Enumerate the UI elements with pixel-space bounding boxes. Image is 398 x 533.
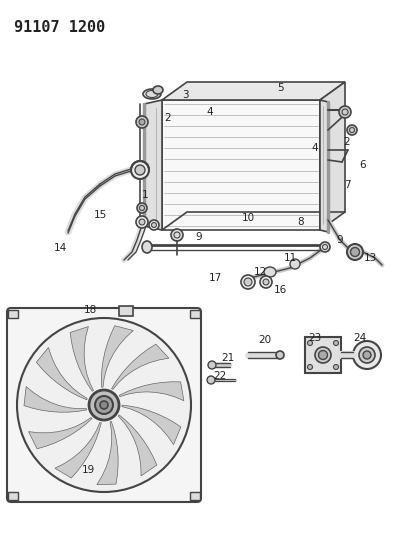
Polygon shape [97,422,118,484]
Ellipse shape [315,347,331,363]
Bar [8,492,18,500]
Text: 13: 13 [363,253,377,263]
Polygon shape [70,327,94,391]
Polygon shape [111,344,169,389]
Text: 9: 9 [196,232,202,242]
Ellipse shape [363,351,371,359]
Ellipse shape [137,203,147,213]
Polygon shape [144,100,162,230]
Ellipse shape [171,229,183,241]
Ellipse shape [347,125,357,135]
Polygon shape [55,423,101,478]
Ellipse shape [153,86,163,94]
Text: 11: 11 [283,253,297,263]
Ellipse shape [135,165,145,175]
Polygon shape [162,100,320,230]
Ellipse shape [143,89,161,99]
Polygon shape [101,326,133,387]
Text: 7: 7 [344,180,350,190]
Ellipse shape [353,341,381,369]
Bar [190,492,200,500]
Bar [190,310,200,318]
Text: 19: 19 [81,465,95,475]
Text: 4: 4 [207,107,213,117]
Polygon shape [320,82,345,230]
Text: 4: 4 [312,143,318,153]
Ellipse shape [152,222,156,228]
Ellipse shape [100,401,108,409]
Polygon shape [162,82,345,100]
Ellipse shape [263,279,269,285]
Text: 2: 2 [165,113,171,123]
Text: 22: 22 [213,371,226,381]
Ellipse shape [276,351,284,359]
Bar [119,306,133,316]
Ellipse shape [334,341,339,345]
Ellipse shape [142,241,152,253]
Ellipse shape [139,219,145,225]
Text: 6: 6 [360,160,366,170]
Ellipse shape [334,365,339,369]
Ellipse shape [264,267,276,277]
Polygon shape [29,417,92,449]
Ellipse shape [241,275,255,289]
Text: 10: 10 [242,213,255,223]
Polygon shape [24,386,87,412]
Text: 2: 2 [344,137,350,147]
Text: 5: 5 [277,83,283,93]
Ellipse shape [149,220,159,230]
Bar [305,337,341,373]
Polygon shape [118,415,157,476]
Ellipse shape [347,244,363,260]
Polygon shape [122,405,181,445]
Text: 14: 14 [53,243,66,253]
Ellipse shape [318,351,328,359]
Ellipse shape [207,376,215,384]
Text: 24: 24 [353,333,367,343]
Ellipse shape [308,365,312,369]
Ellipse shape [308,341,312,345]
Bar [8,310,18,318]
Ellipse shape [17,318,191,492]
Ellipse shape [136,116,148,128]
Polygon shape [119,382,184,401]
Text: 21: 21 [221,353,235,363]
Text: 20: 20 [258,335,271,345]
Ellipse shape [320,242,330,252]
Text: 1: 1 [142,190,148,200]
Text: 3: 3 [182,90,188,100]
Ellipse shape [139,119,145,125]
Text: 8: 8 [298,217,304,227]
Text: 12: 12 [254,267,267,277]
Text: 18: 18 [83,305,97,315]
Ellipse shape [339,106,351,118]
Text: 9: 9 [337,235,343,245]
Ellipse shape [95,396,113,414]
Polygon shape [36,348,87,400]
Text: 23: 23 [308,333,322,343]
Ellipse shape [136,216,148,228]
Ellipse shape [351,247,359,256]
Text: 91107 1200: 91107 1200 [14,20,105,35]
Text: 16: 16 [273,285,287,295]
Polygon shape [320,100,328,232]
Ellipse shape [244,278,252,286]
Ellipse shape [89,390,119,420]
Text: 15: 15 [94,210,107,220]
Ellipse shape [260,276,272,288]
Ellipse shape [208,361,216,369]
FancyBboxPatch shape [7,308,201,502]
Ellipse shape [359,347,375,363]
Ellipse shape [131,161,149,179]
Ellipse shape [290,259,300,269]
Text: 17: 17 [209,273,222,283]
